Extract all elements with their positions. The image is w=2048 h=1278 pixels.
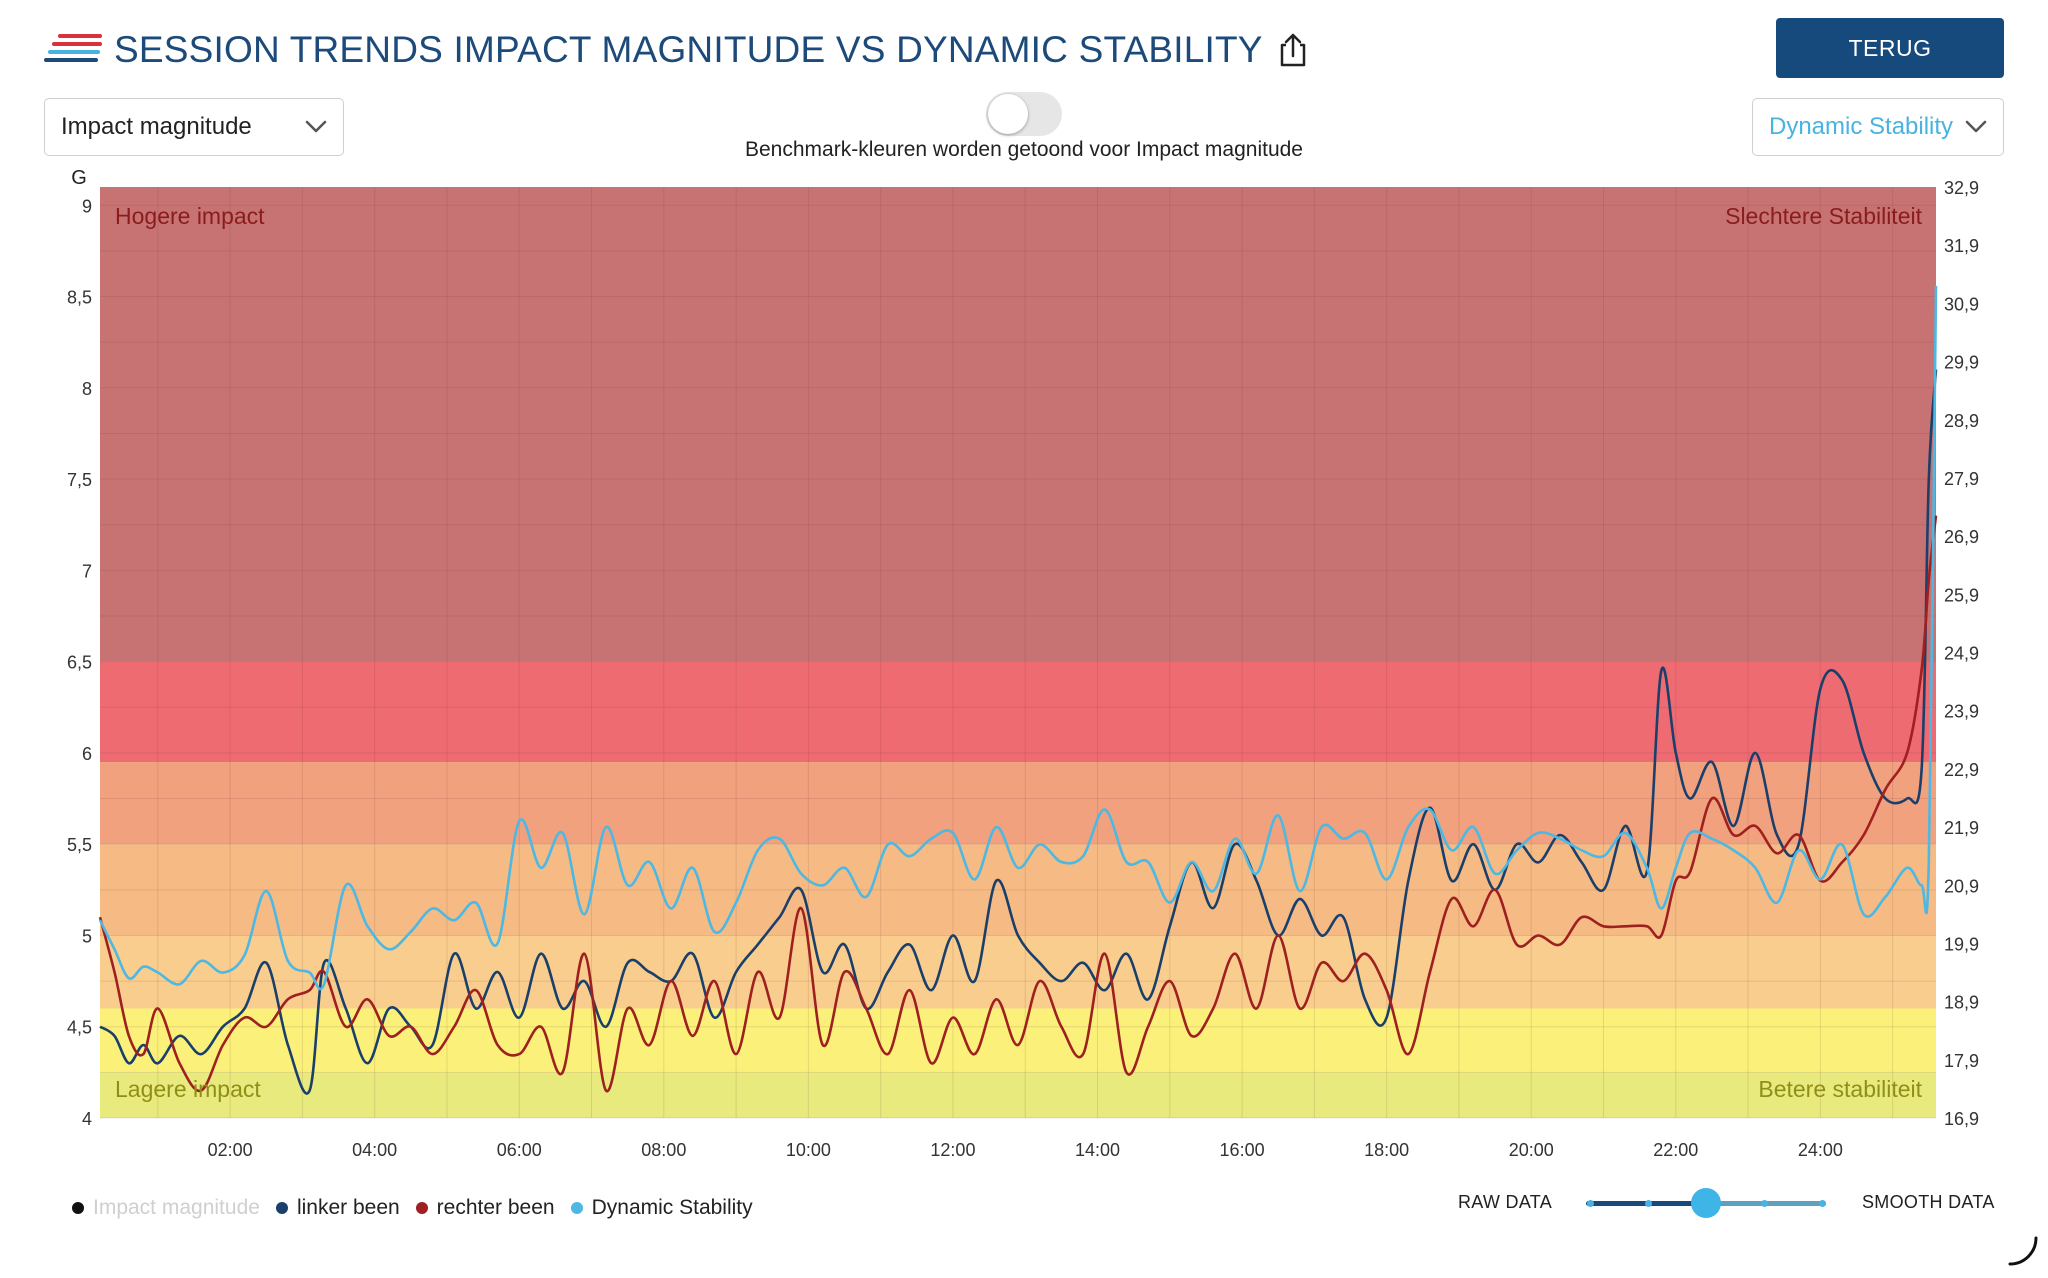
raw-data-label: RAW DATA <box>1458 1192 1553 1212</box>
legend-label: linker been <box>296 1196 400 1219</box>
right-metric-select[interactable]: Dynamic Stability <box>1752 98 2004 156</box>
right-metric-select-value: Dynamic Stability <box>1769 113 1954 140</box>
series-line-rechter-been <box>98 515 1938 1093</box>
y-left-tick-label: 6,5 <box>67 653 92 673</box>
page-header: SESSION TRENDS IMPACT MAGNITUDE VS DYNAM… <box>44 22 1309 78</box>
series-line-dynamic-stability <box>98 285 1938 991</box>
benchmark-band <box>100 935 1936 1009</box>
x-tick-label: 22:00 <box>1653 1140 1698 1160</box>
y-right-tick-label: 26,9 <box>1944 527 1979 547</box>
y-right-tick-label: 27,9 <box>1944 469 1979 489</box>
benchmark-band <box>100 762 1936 845</box>
y-right-tick-label: 16,9 <box>1944 1109 1979 1129</box>
legend-label: rechter been <box>436 1196 555 1219</box>
slider-tick <box>1644 1200 1652 1207</box>
y-left-tick-label: 5,5 <box>67 835 92 855</box>
app-logo-icon <box>44 32 104 68</box>
benchmark-band <box>100 1072 1936 1118</box>
benchmark-band <box>100 661 1936 763</box>
x-tick-label: 18:00 <box>1364 1140 1409 1160</box>
y-right-tick-label: 32,9 <box>1944 178 1979 198</box>
benchmark-band <box>100 1008 1936 1073</box>
y-left-tick-label: 4 <box>82 1109 92 1129</box>
legend-label: Dynamic Stability <box>591 1196 753 1219</box>
y-right-tick-label: 19,9 <box>1944 934 1979 954</box>
y-right-tick-label: 28,9 <box>1944 411 1979 431</box>
y-unit-label: G <box>71 167 87 189</box>
y-left-tick-label: 8,5 <box>67 288 92 308</box>
annotation-top-left: Hogere impact <box>115 203 265 229</box>
y-right-tick-label: 30,9 <box>1944 294 1979 314</box>
legend-dot <box>275 1202 288 1214</box>
legend-item-impact-magnitude[interactable]: Impact magnitude <box>72 1196 260 1220</box>
y-left-tick-label: 7 <box>82 561 92 581</box>
back-button[interactable]: TERUG <box>1776 18 2004 78</box>
left-metric-select-value: Impact magnitude <box>61 113 252 140</box>
slider-thumb[interactable] <box>1691 1188 1721 1218</box>
legend-label: Impact magnitude <box>93 1196 260 1219</box>
benchmark-caption: Benchmark-kleuren worden getoond voor Im… <box>745 138 1303 161</box>
benchmark-band <box>100 844 1936 936</box>
chart-labels: 9 8,5 8 7,5 7 6,5 6 5,5 5 4,5 4 32,9 31,9 30,9 29,9 28,… <box>67 178 1979 1160</box>
x-tick-label: 08:00 <box>641 1140 686 1160</box>
y-right-tick-label: 31,9 <box>1944 236 1979 256</box>
x-tick-label: 06:00 <box>497 1140 542 1160</box>
x-tick-label: 14:00 <box>1075 1140 1120 1160</box>
smooth-data-label: SMOOTH DATA <box>1862 1192 1995 1212</box>
y-right-tick-label: 17,9 <box>1944 1051 1979 1071</box>
page-title: SESSION TRENDS IMPACT MAGNITUDE VS DYNAM… <box>114 29 1263 70</box>
share-icon[interactable] <box>1277 32 1309 68</box>
trend-chart[interactable]: 9 8,5 8 7,5 7 6,5 6 5,5 5 4,5 4 32,9 31,9 30,9 29,9 28,… <box>0 0 2048 1170</box>
toggle-knob <box>988 94 1028 134</box>
legend-dot <box>415 1202 428 1214</box>
loading-spinner-icon <box>2008 1236 2038 1266</box>
x-tick-label: 20:00 <box>1509 1140 1554 1160</box>
annotation-bottom-left: Lagere impact <box>115 1076 261 1102</box>
y-right-tick-label: 20,9 <box>1944 876 1979 896</box>
y-left-tick-label: 9 <box>82 196 92 216</box>
legend-item-rechter-been[interactable]: rechter been <box>415 1196 555 1220</box>
y-left-tick-label: 8 <box>82 379 92 399</box>
benchmark-toggle[interactable] <box>986 92 1062 136</box>
y-right-tick-label: 18,9 <box>1944 993 1979 1013</box>
y-right-tick-label: 29,9 <box>1944 353 1979 373</box>
y-left-tick-label: 7,5 <box>67 470 92 490</box>
chart-legend: Impact magnitude linker been rechter bee… <box>72 1196 769 1220</box>
x-tick-label: 24:00 <box>1798 1140 1843 1160</box>
legend-dot <box>570 1202 583 1214</box>
benchmark-bands <box>100 187 1936 1118</box>
y-left-tick-label: 5 <box>82 926 92 946</box>
y-right-tick-label: 21,9 <box>1944 818 1979 838</box>
chart-grid <box>100 187 1936 1119</box>
slider-tick <box>1586 1200 1594 1207</box>
smoothing-slider[interactable] <box>1586 1188 1826 1218</box>
y-left-tick-label: 6 <box>82 744 92 764</box>
legend-dot <box>72 1202 84 1214</box>
y-right-tick-label: 23,9 <box>1944 702 1979 722</box>
y-right-tick-label: 24,9 <box>1944 644 1979 664</box>
x-tick-label: 10:00 <box>786 1140 831 1160</box>
annotation-bottom-right: Betere stabiliteit <box>1758 1076 1922 1102</box>
chart-series <box>98 285 1938 1095</box>
y-right-tick-label: 22,9 <box>1944 760 1979 780</box>
annotation-top-right: Slechtere Stabiliteit <box>1725 203 1922 229</box>
left-metric-select[interactable]: Impact magnitude <box>44 98 344 156</box>
x-tick-label: 02:00 <box>208 1140 253 1160</box>
slider-tick <box>1818 1200 1826 1207</box>
benchmark-band <box>100 187 1936 662</box>
x-tick-label: 16:00 <box>1220 1140 1265 1160</box>
legend-item-dynamic-stability[interactable]: Dynamic Stability <box>570 1196 753 1220</box>
x-tick-label: 04:00 <box>352 1140 397 1160</box>
x-tick-label: 12:00 <box>930 1140 975 1160</box>
chevron-down-icon <box>1965 120 1987 133</box>
y-left-tick-label: 4,5 <box>67 1018 92 1038</box>
slider-tick <box>1760 1200 1768 1207</box>
y-right-tick-label: 25,9 <box>1944 585 1979 605</box>
legend-item-linker-been[interactable]: linker been <box>275 1196 400 1220</box>
series-line-linker-been <box>99 369 1938 1095</box>
chevron-down-icon <box>305 120 327 133</box>
